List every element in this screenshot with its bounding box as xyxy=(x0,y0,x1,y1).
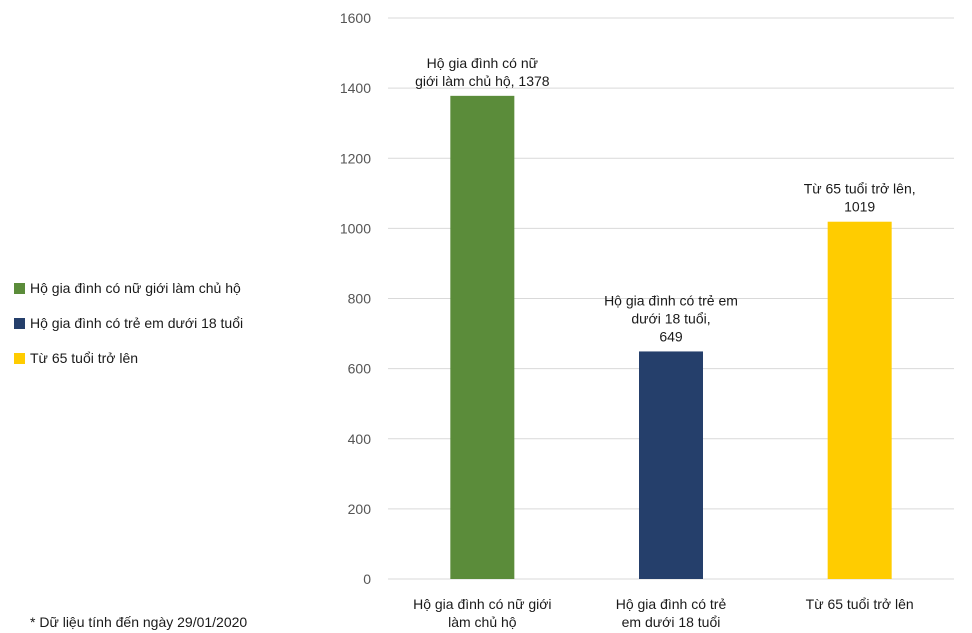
data-label: Từ 65 tuổi trở lên, 1019 xyxy=(804,181,916,215)
y-tick-label: 0 xyxy=(363,571,371,587)
y-tick-label: 800 xyxy=(348,291,372,307)
y-tick-label: 400 xyxy=(348,431,372,447)
bar xyxy=(639,351,703,579)
bar xyxy=(450,95,515,580)
y-tick-label: 200 xyxy=(348,501,372,517)
x-tick-label: Từ 65 tuổi trở lên xyxy=(806,596,914,612)
legend-swatch-female-head xyxy=(14,282,25,294)
y-tick-label: 1400 xyxy=(340,80,371,96)
legend-swatch-elderly xyxy=(14,352,25,364)
y-tick-label: 1600 xyxy=(340,10,371,26)
y-tick-label: 1200 xyxy=(340,150,371,166)
chart-legend: Hộ gia đình có nữ giới làm chủ hộ Hộ gia… xyxy=(14,279,243,384)
legend-label-children: Hộ gia đình có trẻ em dưới 18 tuổi xyxy=(30,315,244,331)
data-label: Hộ gia đình có trẻ em dưới 18 tuổi, 649 xyxy=(604,292,738,344)
legend-item-female-head: Hộ gia đình có nữ giới làm chủ hộ xyxy=(14,279,243,297)
footnote: * Dữ liệu tính đến ngày 29/01/2020 xyxy=(30,614,248,630)
bar xyxy=(827,221,892,579)
legend-label-elderly: Từ 65 tuổi trở lên xyxy=(30,350,139,366)
legend-item-children: Hộ gia đình có trẻ em dưới 18 tuổi xyxy=(14,314,243,332)
x-tick-label: Hộ gia đình có trẻ em dưới 18 tuổi xyxy=(616,596,727,630)
y-tick-label: 1000 xyxy=(340,220,371,236)
y-tick-label: 600 xyxy=(348,361,372,377)
legend-label-female-head: Hộ gia đình có nữ giới làm chủ hộ xyxy=(30,280,241,296)
legend-item-elderly: Từ 65 tuổi trở lên xyxy=(14,349,243,367)
x-tick-label: Hộ gia đình có nữ giới làm chủ hộ xyxy=(413,596,551,630)
legend-swatch-children xyxy=(14,317,25,329)
data-label: Hộ gia đình có nữ giới làm chủ hộ, 1378 xyxy=(415,55,550,89)
